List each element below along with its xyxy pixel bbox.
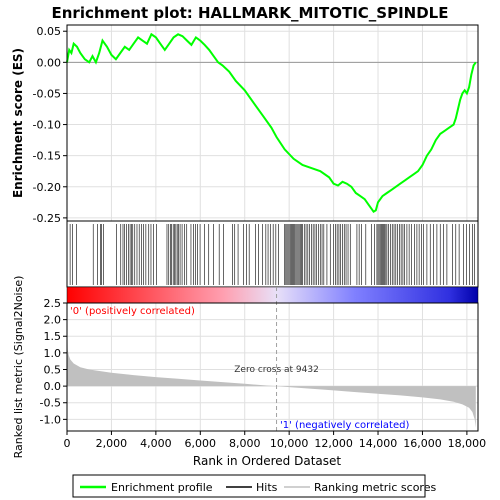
rank-color-bar — [66, 286, 479, 304]
x-tick-label: 18,000 — [448, 437, 487, 450]
legend-box — [72, 474, 426, 498]
metric-frame — [66, 302, 479, 432]
hits-panel — [66, 220, 479, 288]
hits-plot-area — [67, 221, 478, 287]
enrichment-profile-line — [66, 32, 477, 214]
metric-x-axis: 0 2,000 4,000 6,000 8,000 10,000 12,000 14,000 1… — [64, 431, 487, 450]
metric-y-tick-label: -1.0 — [40, 413, 61, 426]
x-tick-label: 8,000 — [229, 437, 261, 450]
legend-label-ranking-metric: Ranking metric scores — [314, 481, 436, 494]
metric-y-tick-label: 0.0 — [44, 380, 62, 393]
es-y-tick-label: -0.15 — [33, 150, 61, 163]
negative-correlation-label: '1' (negatively correlated) — [280, 420, 409, 431]
chart-title: Enrichment plot: HALLMARK_MITOTIC_SPINDL… — [52, 4, 449, 22]
es-y-axis-label: Enrichment score (ES) — [11, 48, 25, 198]
es-y-tick-label: -0.05 — [33, 87, 61, 100]
metric-y-tick-label: 2.0 — [44, 314, 62, 327]
metric-panel: Zero cross at 9432 '0' (positively corre… — [12, 276, 486, 468]
es-grid — [66, 25, 478, 221]
metric-y-axis-label: Ranked list metric (Signal2Noise) — [12, 276, 25, 459]
metric-y-tick-label: 1.0 — [44, 347, 62, 360]
x-axis-label: Rank in Ordered Dataset — [193, 454, 341, 468]
metric-grid — [66, 302, 478, 431]
es-y-axis: 0.05 0.00 -0.05 -0.10 -0.15 -0.20 -0.25 — [33, 25, 67, 225]
x-tick-label: 6,000 — [185, 437, 217, 450]
es-panel: 0.05 0.00 -0.05 -0.10 -0.15 -0.20 -0.25 Enrich… — [11, 24, 479, 225]
metric-y-axis: 2.5 2.0 1.5 1.0 0.5 0.0 -0.5 -1.0 — [40, 297, 67, 426]
positive-correlation-label: '0' (positively correlated) — [70, 306, 195, 317]
metric-y-tick-label: 0.5 — [44, 363, 62, 376]
metric-y-tick-label: 1.5 — [44, 330, 62, 343]
legend-label-hits: Hits — [256, 481, 278, 494]
x-tick-label: 4,000 — [140, 437, 172, 450]
es-y-tick-label: -0.10 — [33, 119, 61, 132]
es-y-tick-label: 0.05 — [37, 25, 62, 38]
zero-cross-label: Zero cross at 9432 — [234, 365, 319, 375]
x-tick-label: 0 — [64, 437, 71, 450]
x-tick-label: 10,000 — [270, 437, 309, 450]
x-tick-label: 12,000 — [314, 437, 353, 450]
es-y-tick-label: -0.25 — [33, 212, 61, 225]
es-plot-area — [67, 25, 478, 221]
es-y-tick-label: -0.20 — [33, 181, 61, 194]
hit-markers — [69, 224, 475, 285]
metric-y-tick-label: 2.5 — [44, 297, 62, 310]
x-tick-label: 2,000 — [96, 437, 128, 450]
metric-y-tick-label: -0.5 — [40, 397, 61, 410]
legend-label-enrichment-profile: Enrichment profile — [111, 481, 213, 494]
x-tick-label: 14,000 — [359, 437, 398, 450]
metric-plot-area — [67, 303, 478, 431]
legend: Enrichment profile Hits Ranking metric s… — [72, 474, 436, 498]
es-y-tick-label: 0.00 — [37, 56, 62, 69]
x-tick-label: 16,000 — [403, 437, 442, 450]
